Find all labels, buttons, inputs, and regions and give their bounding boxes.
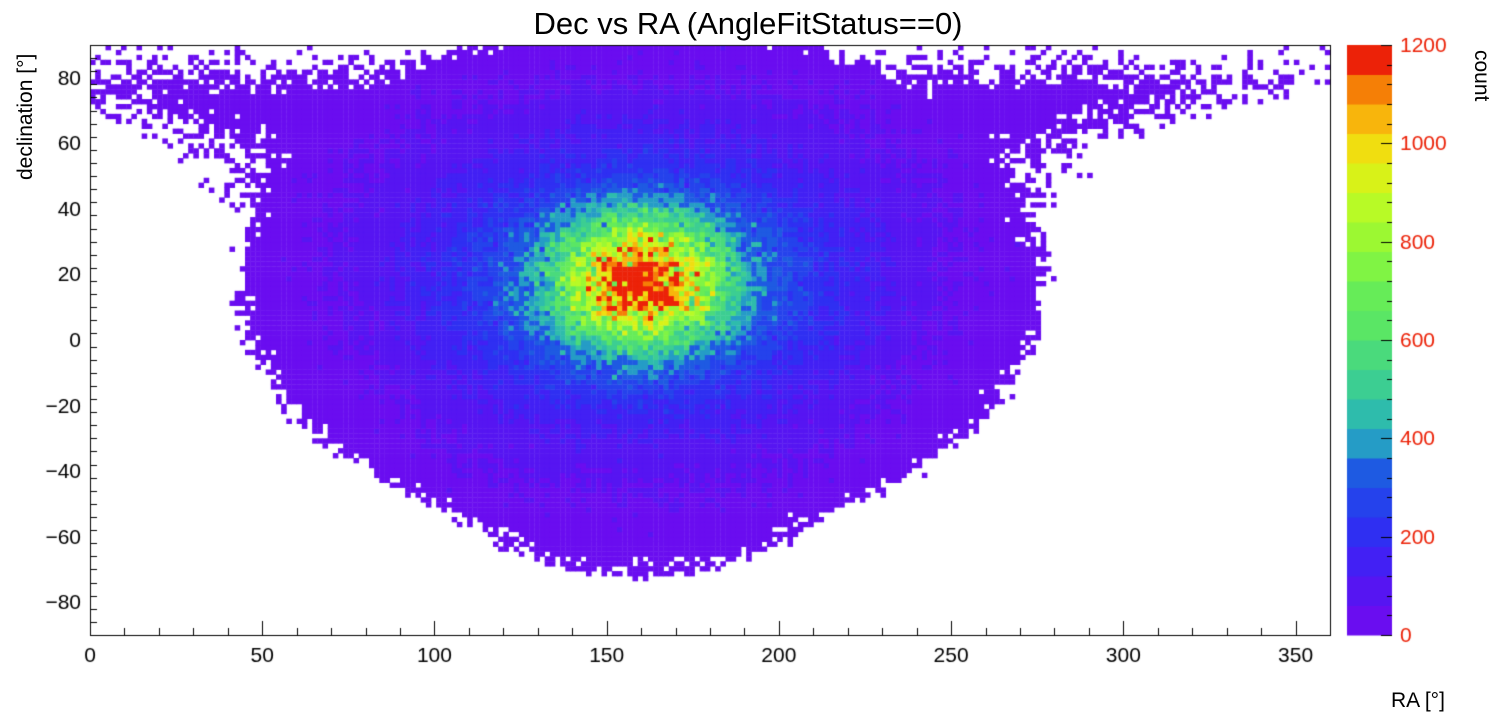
chart-title: Dec vs RA (AngleFitStatus==0) — [533, 6, 963, 41]
y-axis-label: declination [°] — [14, 53, 37, 180]
x-axis-label: RA [°] — [1391, 689, 1445, 712]
colorbar-label: count — [1470, 50, 1493, 102]
